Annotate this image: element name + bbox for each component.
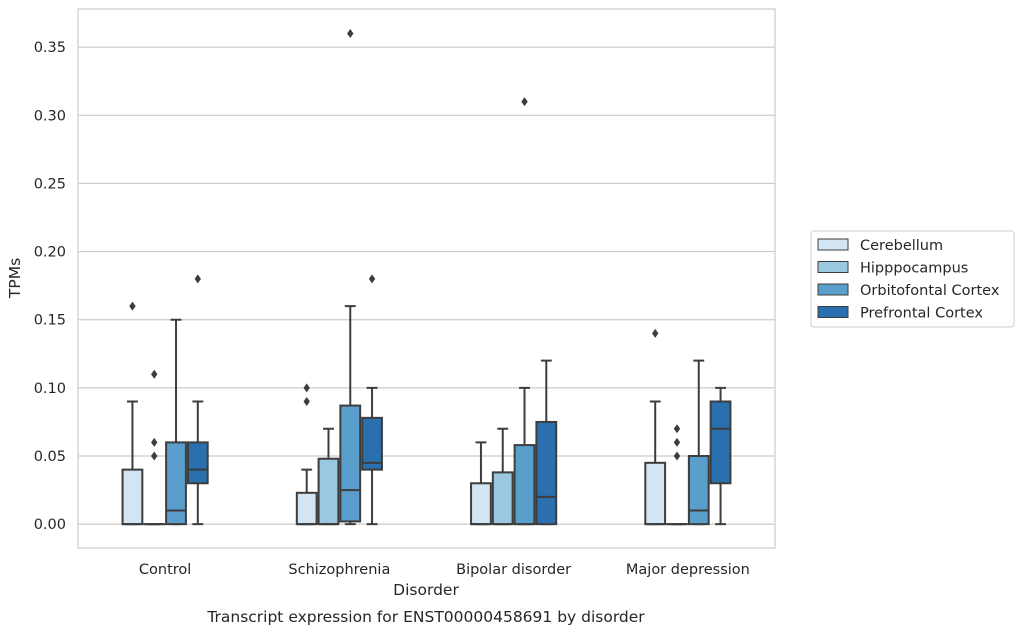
y-axis-label: TPMs	[6, 258, 24, 299]
outlier-point	[194, 274, 201, 284]
plot-frame	[77, 8, 776, 549]
box-3-2	[535, 359, 558, 526]
legend-swatch	[817, 283, 849, 296]
box-body	[687, 455, 710, 526]
box-body	[165, 441, 187, 526]
legend-frame	[810, 230, 1015, 328]
box-body	[535, 420, 558, 526]
y-tick-labels: 0.00 0.05 0.10 0.15 0.20 0.25 0.30 0.35	[34, 40, 66, 533]
x-tick-label: Schizophrenia	[288, 562, 390, 578]
outlier-point	[303, 383, 310, 393]
outlier-point	[673, 451, 681, 461]
box-1-1	[317, 427, 340, 526]
box-body	[121, 468, 144, 526]
x-tick-labels: Control Schizophrenia Bipolar disorder Majo…	[139, 562, 750, 578]
legend-label: Orbitofontal Cortex	[860, 283, 1000, 299]
box-0-2	[470, 441, 492, 526]
box-2-3	[687, 359, 710, 526]
y-tick-label: 0.30	[34, 108, 66, 124]
y-tick-label: 0.20	[34, 245, 66, 261]
outlier-point	[151, 451, 158, 461]
outlier-point	[303, 396, 310, 406]
box-0-1	[295, 383, 318, 526]
box-body	[491, 471, 514, 526]
box-body	[513, 444, 536, 526]
box-body	[709, 400, 732, 485]
box-body	[644, 461, 667, 526]
box-0-0	[121, 301, 144, 526]
y-tick-label: 0.10	[34, 381, 66, 397]
box-3-0	[186, 274, 209, 526]
x-tick-label: Bipolar disorder	[456, 562, 571, 578]
box-2-0	[165, 318, 187, 526]
outlier-point	[652, 328, 659, 338]
y-tick-label: 0.25	[34, 176, 66, 192]
legend-label: Prefrontal Cortex	[860, 306, 983, 322]
legend-swatch	[817, 306, 849, 318]
outlier-point	[151, 369, 158, 379]
outlier-point	[521, 97, 528, 107]
y-tick-label: 0.15	[34, 313, 66, 329]
box-body	[339, 404, 362, 523]
legend-label: Cerebellum	[860, 238, 943, 254]
box-body	[470, 482, 492, 526]
boxes	[121, 29, 732, 526]
chart-caption: Transcript expression for ENST0000045869…	[206, 608, 645, 626]
x-tick-label: Control	[139, 562, 191, 578]
box-1-0	[143, 369, 166, 526]
legend-swatch	[817, 261, 849, 273]
box-body	[361, 416, 383, 471]
outlier-point	[368, 274, 376, 284]
outlier-point	[151, 437, 158, 447]
box-body	[295, 491, 318, 526]
box-2-2	[513, 97, 536, 526]
legend-label: Hipppocampus	[860, 261, 968, 277]
y-tick-label: 0.35	[34, 40, 66, 56]
legend-swatch	[817, 238, 849, 251]
box-3-1	[361, 274, 383, 526]
legend: Cerebellum Hipppocampus Orbitofontal Corte…	[810, 230, 1015, 328]
box-3-3	[709, 386, 732, 526]
box-0-3	[644, 328, 667, 526]
outlier-point	[347, 29, 354, 39]
box-2-1	[339, 29, 362, 526]
x-axis-label: Disorder	[393, 581, 459, 599]
outlier-point	[129, 301, 136, 311]
outlier-point	[673, 437, 681, 447]
y-tick-label: 0.00	[34, 517, 66, 533]
box-1-2	[491, 427, 514, 526]
box-body	[317, 457, 340, 526]
outlier-point	[673, 424, 681, 434]
box-1-3	[666, 424, 688, 526]
y-tick-label: 0.05	[34, 449, 66, 465]
box-body	[186, 441, 209, 485]
x-tick-label: Major depression	[626, 562, 750, 578]
